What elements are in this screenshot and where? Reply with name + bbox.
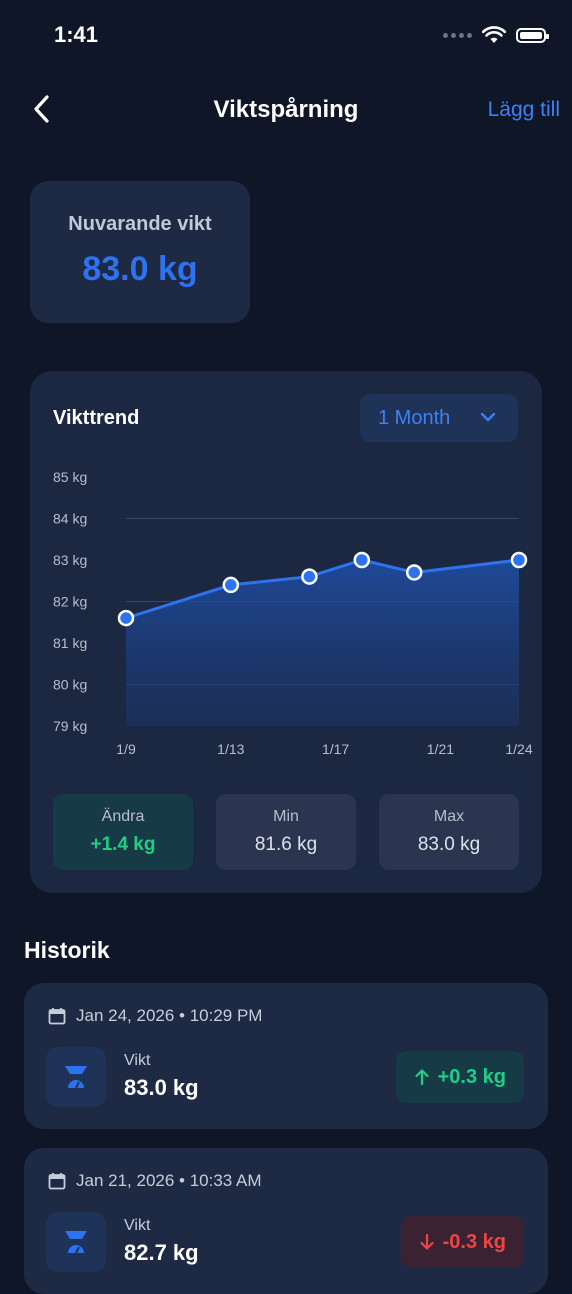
chart-data-point[interactable] — [353, 551, 371, 569]
stat-change-label: Ändra — [101, 808, 145, 825]
history-delta-badge: -0.3 kg — [400, 1216, 524, 1268]
current-weight-card: Nuvarande vikt 83.0 kg — [30, 181, 250, 323]
back-button[interactable] — [30, 94, 56, 124]
scale-icon — [65, 1231, 87, 1254]
stat-change-value: +1.4 kg — [90, 834, 156, 855]
history-title: Historik — [24, 937, 110, 963]
arrow-down-icon — [420, 1233, 434, 1250]
status-icons — [443, 26, 549, 44]
x-tick-label: 1/24 — [505, 741, 532, 757]
range-label: 1 Month — [378, 407, 451, 429]
x-tick-label: 1/13 — [217, 741, 244, 757]
weight-trend-card: Vikttrend 1 Month 85 kg 84 kg 83 kg 82 kg 81… — [30, 371, 542, 893]
wifi-icon — [482, 26, 506, 43]
add-button[interactable]: Lägg till — [487, 98, 560, 121]
current-weight-label: Nuvarande vikt — [68, 213, 212, 235]
history-item[interactable]: Jan 21, 2026 • 10:33 AM Vikt 82.7 kg -0.… — [24, 1148, 548, 1294]
history-delta-badge: +0.3 kg — [395, 1051, 524, 1103]
status-bar: 1:41 — [0, 0, 572, 72]
y-tick-label: 85 kg — [53, 469, 87, 485]
chart-data-point[interactable] — [510, 551, 528, 569]
history-date: Jan 24, 2026 • 10:29 PM — [76, 1006, 263, 1025]
stat-max: Max 83.0 kg — [379, 794, 519, 870]
status-time: 1:41 — [54, 22, 99, 47]
chart-series-line — [125, 558, 520, 620]
y-tick-label: 79 kg — [53, 718, 87, 734]
chevron-down-icon — [480, 412, 496, 422]
history-value: 83.0 kg — [124, 1075, 199, 1100]
y-tick-label: 83 kg — [53, 552, 87, 568]
chart-data-point[interactable] — [301, 568, 318, 585]
stat-change: Ändra +1.4 kg — [53, 794, 193, 870]
scale-icon-box — [46, 1047, 106, 1107]
range-dropdown[interactable]: 1 Month — [360, 394, 518, 442]
scale-icon — [65, 1066, 87, 1089]
x-tick-label: 1/21 — [427, 741, 454, 757]
history-label: Vikt — [124, 1052, 151, 1069]
arrow-up-icon — [415, 1069, 429, 1086]
history-label: Vikt — [124, 1217, 151, 1234]
chart-area-fill — [126, 560, 519, 726]
chart-data-point[interactable] — [405, 564, 423, 581]
page-title: Viktspårning — [213, 96, 359, 123]
y-tick-label: 82 kg — [53, 594, 87, 610]
navigation-bar: Viktspårning Lägg till — [0, 82, 572, 138]
battery-icon — [516, 27, 549, 43]
stat-min-value: 81.6 kg — [254, 834, 318, 855]
history-delta: +0.3 kg — [437, 1065, 506, 1088]
calendar-icon — [48, 1173, 66, 1190]
calendar-icon — [48, 1008, 66, 1025]
history-date: Jan 21, 2026 • 10:33 AM — [76, 1171, 262, 1190]
chevron-left-icon — [34, 95, 49, 123]
y-tick-label: 81 kg — [53, 635, 87, 651]
stat-min-label: Min — [273, 808, 299, 825]
x-tick-label: 1/9 — [116, 741, 136, 757]
history-item[interactable]: Jan 24, 2026 • 10:29 PM Vikt 83.0 kg +0.… — [24, 983, 548, 1129]
x-tick-label: 1/17 — [322, 741, 349, 757]
trend-title: Vikttrend — [53, 407, 140, 429]
current-weight-value: 83.0 kg — [82, 250, 198, 288]
stat-max-value: 83.0 kg — [417, 834, 481, 855]
stat-max-label: Max — [433, 808, 465, 825]
chart-data-point[interactable] — [117, 609, 135, 627]
stat-min: Min 81.6 kg — [216, 794, 356, 870]
history-delta: -0.3 kg — [442, 1230, 506, 1253]
history-value: 82.7 kg — [124, 1240, 199, 1265]
scale-icon-box — [46, 1212, 106, 1272]
weight-chart: 85 kg 84 kg 83 kg 82 kg 81 kg 80 kg 79 kg 1/9 1… — [53, 469, 533, 757]
chart-data-point[interactable] — [222, 576, 240, 594]
y-tick-label: 80 kg — [53, 677, 87, 693]
y-tick-label: 84 kg — [53, 511, 87, 527]
signal-icon — [443, 32, 472, 38]
